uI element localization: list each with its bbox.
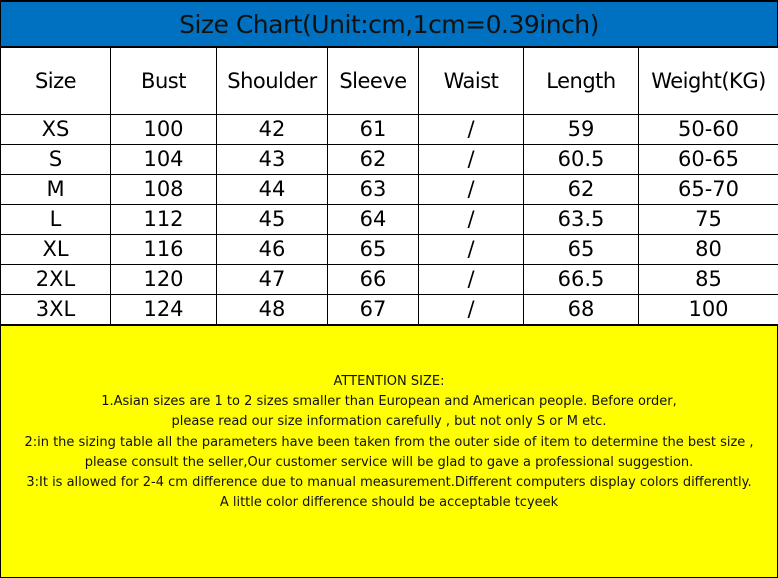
table-cell: XL bbox=[1, 235, 111, 265]
table-cell: 65-70 bbox=[639, 175, 778, 205]
table-cell: 44 bbox=[217, 175, 328, 205]
table-cell: 112 bbox=[111, 205, 217, 235]
table-cell: 60.5 bbox=[524, 145, 639, 175]
table-cell: 63.5 bbox=[524, 205, 639, 235]
table-cell: 65 bbox=[524, 235, 639, 265]
size-chart-title: Size Chart(Unit:cm,1cm=0.39inch) bbox=[0, 0, 778, 48]
column-header-waist: Waist bbox=[419, 47, 524, 115]
table-cell: 85 bbox=[639, 265, 778, 295]
column-header-size: Size bbox=[1, 47, 111, 115]
column-header-length: Length bbox=[524, 47, 639, 115]
table-cell: / bbox=[419, 115, 524, 145]
table-cell: / bbox=[419, 205, 524, 235]
column-header-bust: Bust bbox=[111, 47, 217, 115]
notes-line: 3:It is allowed for 2-4 cm difference du… bbox=[1, 473, 777, 493]
column-header-weightkg: Weight(KG) bbox=[639, 47, 778, 115]
table-cell: 2XL bbox=[1, 265, 111, 295]
notes-line: please read our size information careful… bbox=[1, 412, 777, 432]
notes-heading: ATTENTION SIZE: bbox=[1, 372, 777, 392]
attention-notes: ATTENTION SIZE:1.Asian sizes are 1 to 2 … bbox=[0, 325, 778, 578]
table-cell: / bbox=[419, 175, 524, 205]
table-cell: / bbox=[419, 295, 524, 325]
table-cell: 46 bbox=[217, 235, 328, 265]
table-cell: 62 bbox=[524, 175, 639, 205]
table-cell: 65 bbox=[328, 235, 419, 265]
table-cell: / bbox=[419, 235, 524, 265]
table-cell: 75 bbox=[639, 205, 778, 235]
table-cell: 67 bbox=[328, 295, 419, 325]
notes-line: A little color difference should be acce… bbox=[1, 493, 777, 513]
table-cell: 60-65 bbox=[639, 145, 778, 175]
table-cell: 63 bbox=[328, 175, 419, 205]
table-cell: 124 bbox=[111, 295, 217, 325]
table-cell: 59 bbox=[524, 115, 639, 145]
table-cell: 108 bbox=[111, 175, 217, 205]
table-cell: 66 bbox=[328, 265, 419, 295]
table-cell: 104 bbox=[111, 145, 217, 175]
notes-line: 2:in the sizing table all the parameters… bbox=[1, 433, 777, 453]
notes-line: 1.Asian sizes are 1 to 2 sizes smaller t… bbox=[1, 392, 777, 412]
table-cell: 64 bbox=[328, 205, 419, 235]
table-cell: 3XL bbox=[1, 295, 111, 325]
table-cell: 42 bbox=[217, 115, 328, 145]
table-cell: XS bbox=[1, 115, 111, 145]
notes-line: please consult the seller,Our customer s… bbox=[1, 453, 777, 473]
table-cell: M bbox=[1, 175, 111, 205]
table-cell: 43 bbox=[217, 145, 328, 175]
table-cell: 50-60 bbox=[639, 115, 778, 145]
table-cell: 80 bbox=[639, 235, 778, 265]
table-cell: 61 bbox=[328, 115, 419, 145]
table-cell: 47 bbox=[217, 265, 328, 295]
table-cell: 120 bbox=[111, 265, 217, 295]
table-cell: L bbox=[1, 205, 111, 235]
table-cell: 48 bbox=[217, 295, 328, 325]
table-cell: S bbox=[1, 145, 111, 175]
table-cell: 100 bbox=[639, 295, 778, 325]
column-header-shoulder: Shoulder bbox=[217, 47, 328, 115]
table-cell: 45 bbox=[217, 205, 328, 235]
table-cell: 66.5 bbox=[524, 265, 639, 295]
table-cell: 68 bbox=[524, 295, 639, 325]
table-cell: 116 bbox=[111, 235, 217, 265]
column-header-sleeve: Sleeve bbox=[328, 47, 419, 115]
table-cell: 62 bbox=[328, 145, 419, 175]
table-cell: / bbox=[419, 145, 524, 175]
table-cell: / bbox=[419, 265, 524, 295]
table-cell: 100 bbox=[111, 115, 217, 145]
